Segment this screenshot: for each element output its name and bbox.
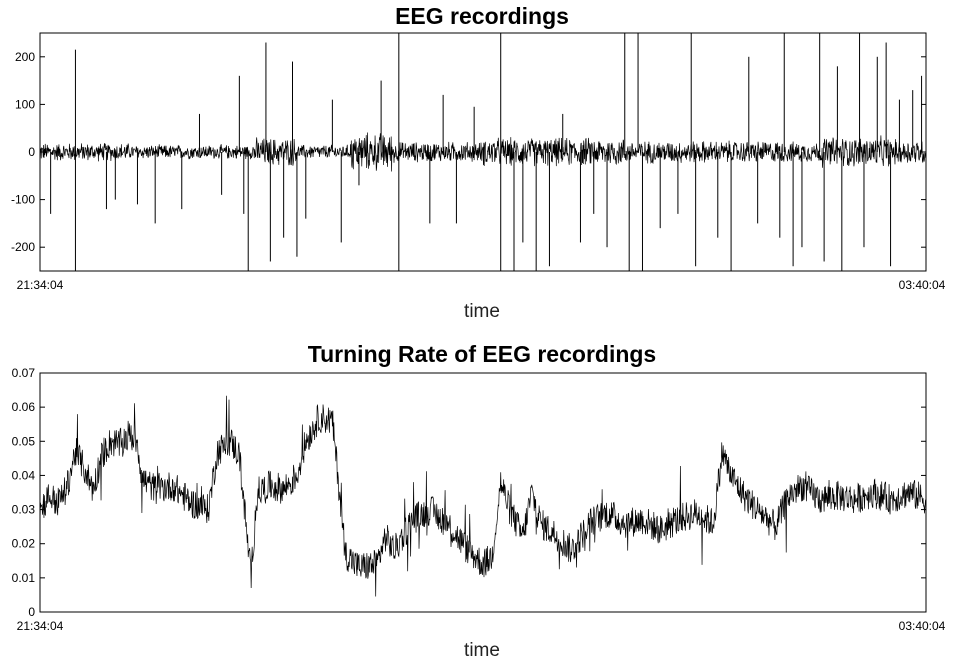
eeg-chart-title: EEG recordings: [395, 3, 569, 29]
turning-rate-line: [39, 395, 927, 597]
turning-rate-y-tick-label: 0.07: [12, 366, 36, 380]
turning-rate-y-tick-label: 0.03: [12, 503, 36, 517]
turning-rate-x-tick-start: 21:34:04: [17, 619, 64, 633]
eeg-y-tick-label: -200: [11, 240, 35, 254]
eeg-x-tick-start: 21:34:04: [17, 278, 64, 292]
eeg-y-tick-label: 100: [15, 97, 35, 111]
turning-rate-y-tick-label: 0.05: [12, 434, 36, 448]
eeg-noise-band: [39, 132, 927, 172]
eeg-trace: [39, 33, 927, 271]
eeg-x-axis-label: time: [464, 301, 500, 322]
turning-rate-chart: Turning Rate of EEG recordings 0 0.01 0.02…: [12, 341, 946, 661]
turning-rate-y-tick-label: 0: [28, 605, 35, 619]
turning-rate-y-tick-label: 0.02: [12, 537, 36, 551]
turning-rate-y-tick-label: 0.06: [12, 400, 36, 414]
turning-rate-x-axis-label: time: [464, 640, 500, 661]
eeg-x-tick-end: 03:40:04: [899, 278, 946, 292]
turning-rate-y-tick-label: 0.04: [12, 468, 36, 482]
turning-rate-x-tick-end: 03:40:04: [899, 619, 946, 633]
eeg-y-tick-label: 200: [15, 50, 35, 64]
eeg-y-tick-label: -100: [11, 193, 35, 207]
turning-rate-trace: [39, 395, 927, 597]
turning-rate-y-axis: 0 0.01 0.02 0.03 0.04 0.05 0.06 0.07: [12, 366, 926, 619]
eeg-y-tick-label: 0: [28, 145, 35, 159]
turning-rate-y-tick-label: 0.01: [12, 571, 36, 585]
turning-rate-chart-title: Turning Rate of EEG recordings: [308, 341, 656, 367]
